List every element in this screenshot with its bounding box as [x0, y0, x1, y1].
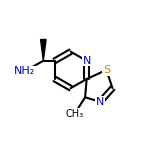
Polygon shape: [41, 40, 46, 61]
Text: NH₂: NH₂: [14, 66, 35, 76]
Text: CH₃: CH₃: [65, 109, 84, 119]
Text: S: S: [103, 65, 110, 75]
Text: N: N: [96, 97, 105, 107]
Text: N: N: [82, 56, 91, 66]
